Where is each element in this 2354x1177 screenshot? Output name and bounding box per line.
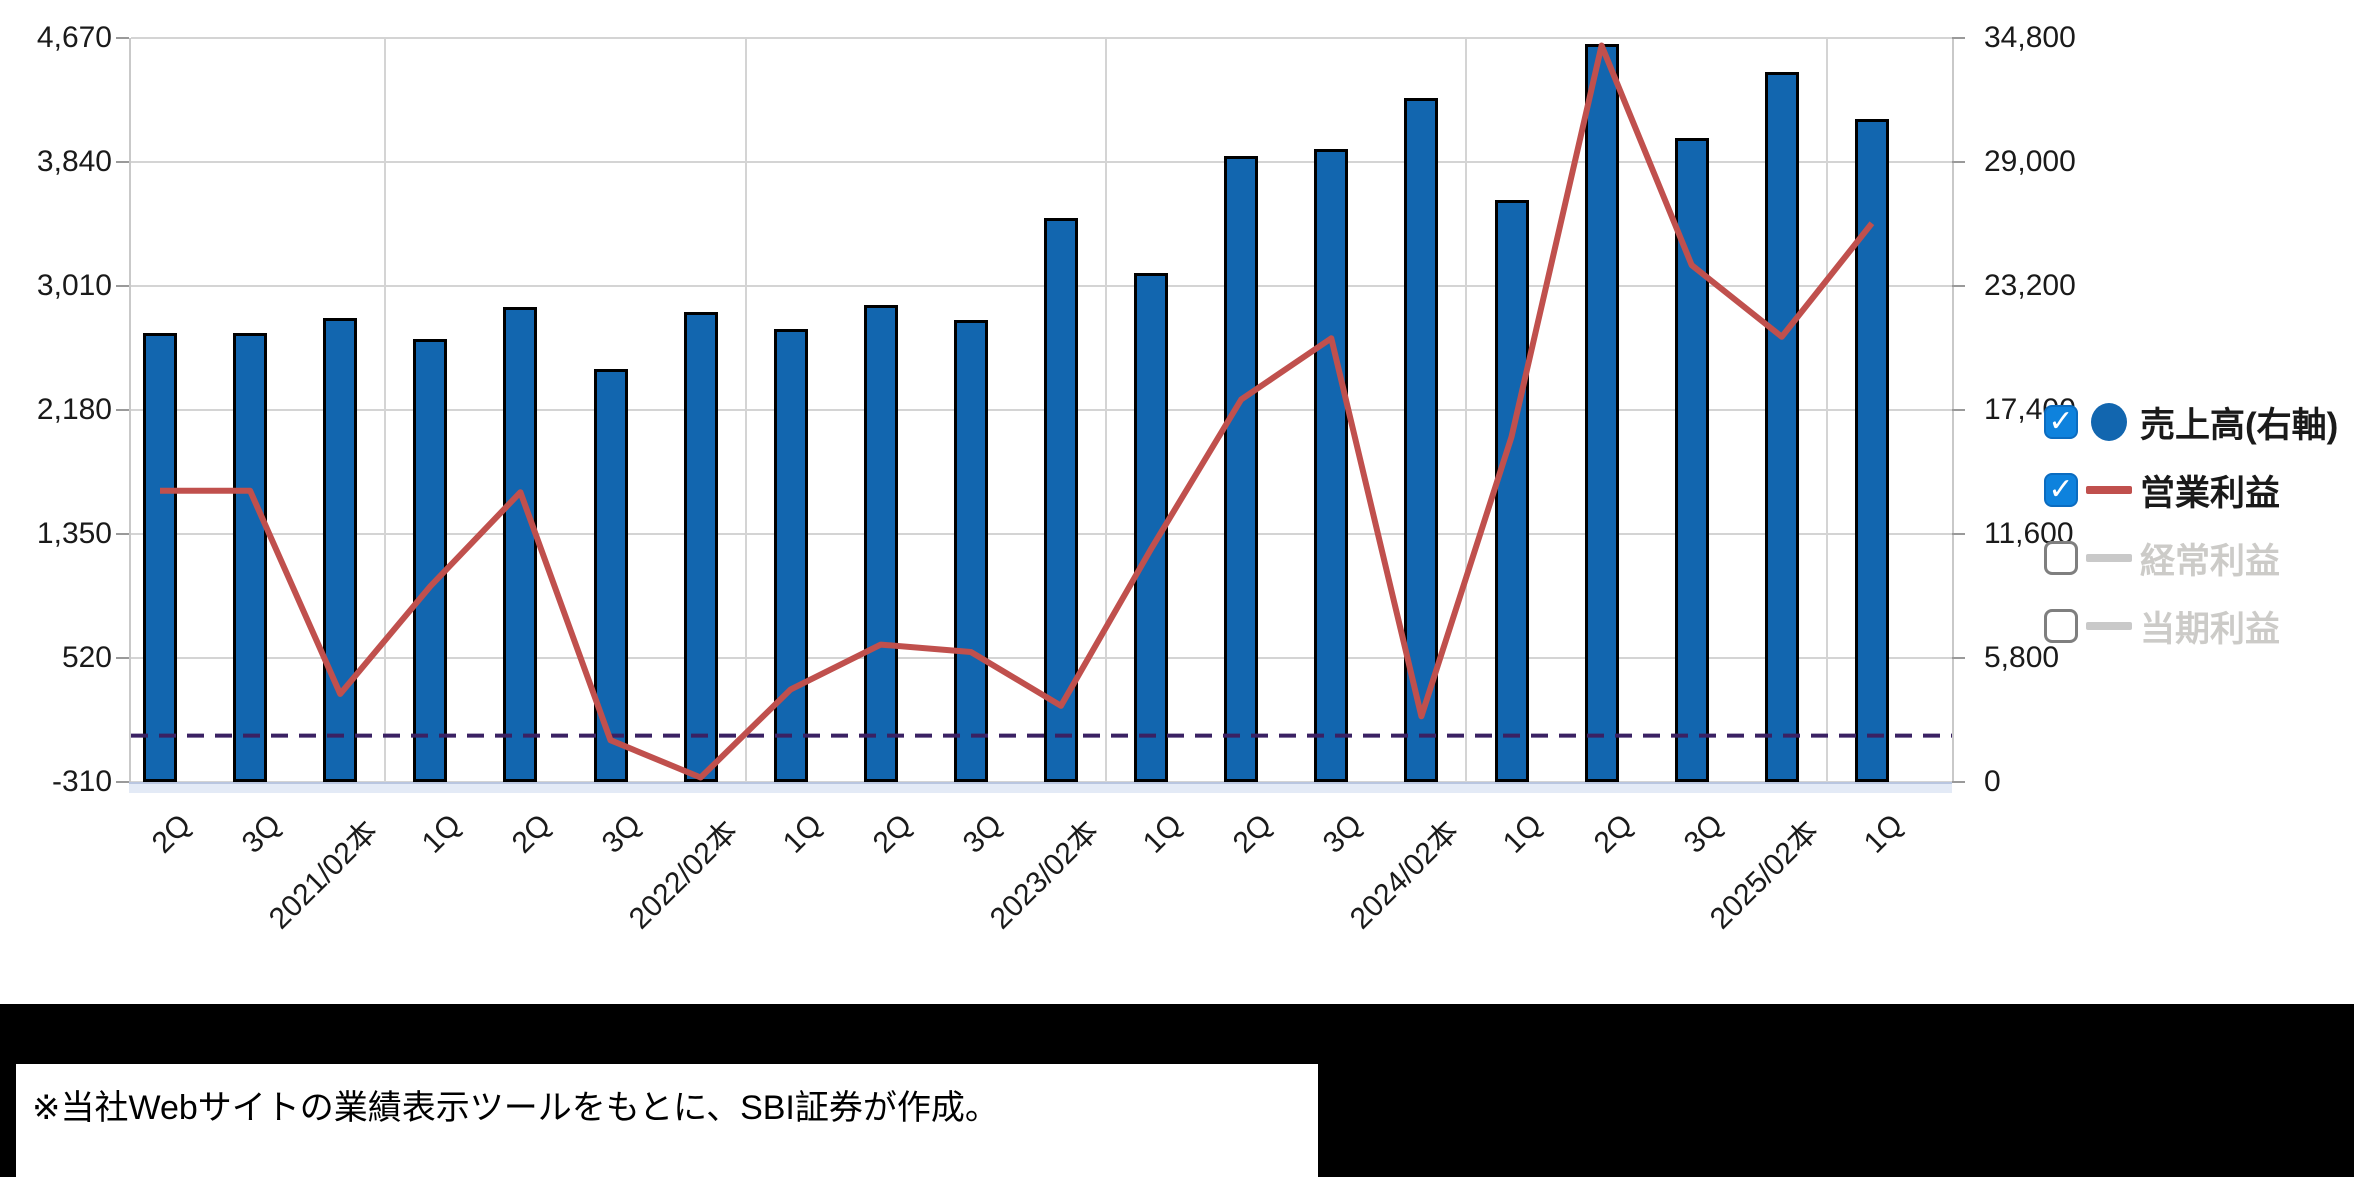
legend-swatch-zone [2078, 403, 2140, 441]
revenue-bar-1Q[interactable] [1494, 200, 1529, 782]
legend-checkbox-3[interactable] [2044, 609, 2078, 643]
revenue-bar-2023/02本[interactable] [1044, 217, 1078, 782]
axis-tick-mark [1952, 409, 1965, 411]
revenue-bar-1Q[interactable] [1854, 119, 1889, 782]
revenue-bar-1Q[interactable] [1134, 273, 1169, 782]
gridline-vertical [1105, 38, 1108, 782]
axis-tick-mark [116, 37, 129, 39]
gridline-horizontal [131, 37, 1952, 39]
legend: ✓ 売上高(右軸) ✓ 営業利益経常利益当期利益 [2044, 388, 2338, 660]
revenue-bar-2024/02本[interactable] [1404, 97, 1439, 782]
legend-item-3[interactable]: 当期利益 [2044, 592, 2338, 660]
revenue-bar-3Q[interactable] [953, 320, 988, 782]
legend-swatch-zone [2078, 486, 2140, 494]
axis-tick-mark [116, 533, 129, 535]
x-axis-tick-label: 1Q [416, 808, 468, 860]
axis-tick-mark [1952, 161, 1965, 163]
x-axis-tick-label: 3Q [956, 808, 1009, 860]
note-box: ※当社Webサイトの業績表示ツールをもとに、SBI証券が作成。 [16, 1064, 1318, 1177]
note-text: ※当社Webサイトの業績表示ツールをもとに、SBI証券が作成。 [32, 1089, 999, 1127]
revenue-bar-1Q[interactable] [773, 328, 808, 782]
x-axis-tick-label: 2Q [145, 808, 198, 860]
axis-tick-mark [1952, 657, 1965, 659]
legend-circle-swatch [2091, 403, 2127, 441]
revenue-bar-3Q[interactable] [1674, 138, 1709, 782]
x-axis-tick-label: 3Q [1677, 808, 1730, 860]
x-axis-tick-label: 1Q [1136, 808, 1189, 860]
legend-swatch-zone [2078, 622, 2140, 630]
x-axis-tick-label: 2Q [506, 808, 558, 860]
revenue-bar-2025/02本[interactable] [1764, 72, 1799, 782]
checkbox-check-icon: ✓ [2048, 405, 2074, 438]
x-axis-tick-label: 2Q [866, 808, 919, 860]
axis-tick-mark [1952, 285, 1965, 287]
x-axis-tick-label: 3Q [1317, 808, 1369, 860]
revenue-bar-2Q[interactable] [1224, 155, 1259, 782]
x-axis-tick-label: 1Q [1857, 808, 1910, 860]
legend-checkbox-2[interactable] [2044, 541, 2078, 575]
x-axis-tick-label: 1Q [1497, 808, 1549, 860]
axis-tick-mark [116, 409, 129, 411]
axis-tick-mark [116, 161, 129, 163]
revenue-bar-2Q[interactable] [1584, 44, 1619, 782]
legend-checkbox-0[interactable]: ✓ [2044, 405, 2078, 439]
bottom-black-band: ※当社Webサイトの業績表示ツールをもとに、SBI証券が作成。 [0, 1004, 2354, 1177]
revenue-bar-3Q[interactable] [593, 369, 628, 782]
revenue-bar-2Q[interactable] [503, 307, 538, 782]
plot-area [129, 37, 1954, 783]
revenue-bar-3Q[interactable] [233, 333, 268, 782]
axis-tick-mark [116, 285, 129, 287]
x-axis-tick-label: 2Q [1226, 808, 1279, 860]
axis-tick-mark [116, 781, 129, 783]
checkbox-check-icon: ✓ [2048, 473, 2074, 506]
gridline-vertical [1825, 38, 1828, 782]
revenue-bar-2Q[interactable] [143, 333, 177, 782]
legend-item-1[interactable]: ✓ 営業利益 [2044, 456, 2338, 524]
legend-swatch-zone [2078, 554, 2140, 562]
axis-tick-mark [1952, 781, 1965, 783]
x-axis-tick-label: 1Q [776, 808, 829, 860]
legend-checkbox-1[interactable]: ✓ [2044, 473, 2078, 507]
legend-item-label: 営業利益 [2140, 473, 2281, 513]
legend-line-swatch [2086, 554, 2132, 562]
gridline-vertical [384, 38, 387, 782]
revenue-bar-2022/02本[interactable] [683, 311, 718, 782]
legend-line-swatch [2086, 486, 2132, 494]
revenue-bar-2021/02本[interactable] [323, 318, 358, 782]
axis-tick-mark [1952, 533, 1965, 535]
x-axis-tick-label: 3Q [235, 808, 288, 860]
x-axis-tick-label: 3Q [596, 808, 648, 860]
revenue-bar-1Q[interactable] [413, 339, 448, 782]
gridline-vertical [744, 38, 747, 782]
revenue-bar-2Q[interactable] [863, 305, 898, 782]
legend-item-0[interactable]: ✓ 売上高(右軸) [2044, 388, 2338, 456]
legend-item-label: 当期利益 [2140, 609, 2281, 649]
x-axis-tick-label: 2Q [1587, 808, 1639, 860]
axis-tick-mark [1952, 37, 1965, 39]
legend-item-2[interactable]: 経常利益 [2044, 524, 2338, 592]
axis-tick-mark [116, 657, 129, 659]
revenue-bar-3Q[interactable] [1314, 149, 1349, 782]
legend-item-label: 経常利益 [2140, 541, 2281, 581]
gridline-vertical [1465, 38, 1468, 782]
x-axis-line [129, 782, 1952, 793]
legend-item-label: 売上高(右軸) [2140, 405, 2339, 445]
legend-line-swatch [2086, 622, 2132, 630]
